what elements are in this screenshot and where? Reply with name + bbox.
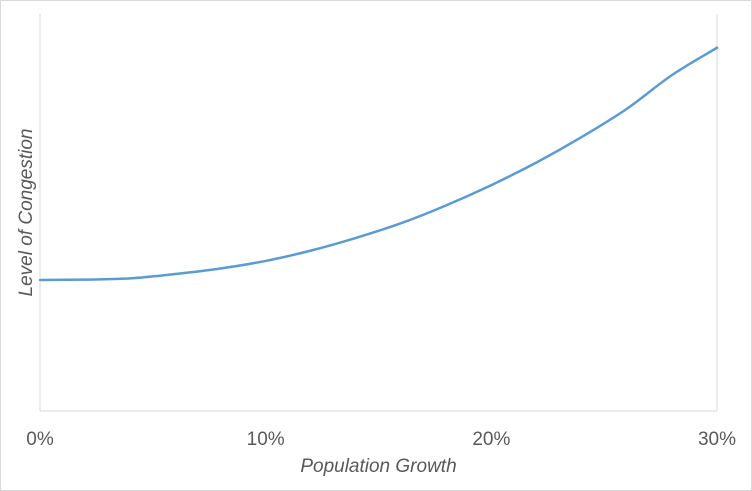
x-axis-title: Population Growth <box>300 456 456 477</box>
x-tick-label: 30% <box>698 429 736 450</box>
x-tick-label: 20% <box>472 429 510 450</box>
series-line <box>38 46 719 282</box>
y-axis-title: Level of Congestion <box>16 129 37 297</box>
x-tick-label: 10% <box>247 429 285 450</box>
axes <box>39 14 718 412</box>
x-tick-label: 0% <box>26 429 54 450</box>
x-tick-labels: 0% 10% 20% 30% <box>26 429 736 450</box>
